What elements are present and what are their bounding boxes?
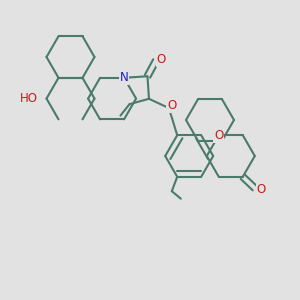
Text: HO: HO	[20, 92, 38, 105]
Text: O: O	[257, 183, 266, 196]
Text: O: O	[157, 53, 166, 66]
Text: O: O	[167, 100, 176, 112]
Text: O: O	[214, 129, 224, 142]
Text: N: N	[120, 71, 128, 84]
